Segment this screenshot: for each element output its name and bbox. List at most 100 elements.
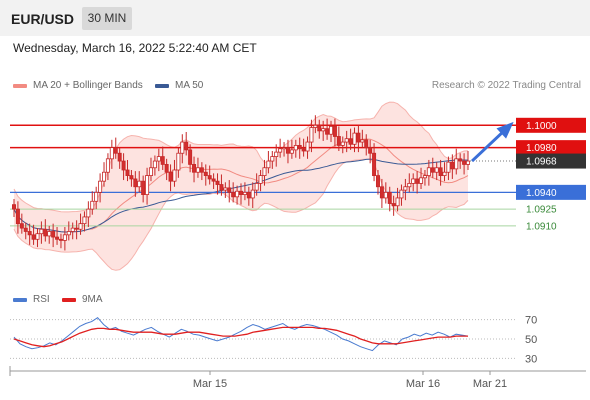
candle-up (242, 191, 247, 195)
rsi-tick-50: 50 (525, 334, 537, 346)
candle-down (231, 191, 236, 198)
legend-ma50: MA 50 (155, 80, 203, 91)
candle-up (195, 167, 200, 173)
candle-down (336, 136, 341, 146)
candle-down (317, 124, 322, 132)
header-bar: EUR/USD 30 MIN (0, 0, 590, 36)
candle-down (184, 141, 189, 151)
x-tick-label-1: Mar 16 (406, 378, 440, 390)
forecast-arrow-head (496, 121, 514, 139)
rsi-tick-30: 30 (525, 353, 537, 365)
candle-up (293, 145, 298, 151)
candle-up (360, 139, 365, 143)
candle-up (454, 158, 459, 170)
support-tag-text-1-0940: 1.0940 (526, 188, 557, 199)
candle-down (207, 175, 212, 180)
candle-up (352, 132, 357, 145)
candle-down (121, 160, 126, 171)
resistance-tag-1-0980 (516, 140, 586, 156)
legend-9ma: 9MA (62, 294, 103, 305)
candle-up (395, 197, 400, 207)
resistance-tag-text-1-0980: 1.0980 (526, 143, 557, 154)
candle-down (458, 158, 463, 162)
candle-down (58, 238, 63, 241)
candle-up (262, 167, 267, 176)
candle-up (223, 187, 228, 191)
candle-up (66, 231, 71, 236)
candle-up (39, 228, 44, 235)
candle-up (434, 167, 439, 173)
candle-up (62, 234, 67, 241)
legend-ma50-label: MA 50 (175, 80, 204, 91)
candle-up (278, 148, 283, 153)
candle-down (55, 236, 60, 240)
candle-down (391, 203, 396, 207)
candle-up (148, 167, 153, 176)
candle-up (411, 178, 416, 184)
candle-up (109, 147, 114, 160)
candle-down (11, 204, 16, 210)
candle-up (90, 200, 95, 210)
candle-up (329, 126, 334, 135)
resistance-tag-1-1000 (516, 117, 586, 133)
current-price-tag (516, 153, 586, 169)
candle-down (31, 234, 36, 240)
current-price-text: 1.0968 (526, 157, 557, 168)
candle-down (450, 161, 455, 170)
legend-ma20: MA 20 + Bollinger Bands (13, 80, 143, 91)
candle-up (309, 127, 314, 143)
rsi-line (13, 317, 469, 352)
candle-down (188, 149, 193, 165)
candle-up (176, 152, 181, 171)
legend-rsi: RSI (13, 294, 50, 305)
candle-up (258, 175, 263, 184)
candle-up (180, 141, 185, 154)
candle-down (238, 190, 243, 195)
candle-up (78, 223, 83, 230)
target-label-1-0925: 1.0925 (526, 205, 557, 216)
candle-up (172, 169, 177, 182)
candle-down (129, 175, 134, 180)
legend-9ma-label: 9MA (82, 294, 103, 305)
candle-up (407, 183, 412, 188)
candle-down (372, 152, 377, 176)
candle-down (117, 152, 122, 162)
candle-down (356, 132, 361, 143)
candle-down (368, 147, 373, 154)
candle-down (387, 191, 392, 204)
rsi-tick-70: 70 (525, 315, 537, 327)
candle-down (164, 164, 169, 173)
9ma-swatch (62, 297, 76, 302)
symbol-label: EUR/USD (11, 11, 75, 27)
target-label-1-0910: 1.0910 (526, 221, 557, 232)
candle-down (325, 128, 330, 135)
candle-up (340, 141, 345, 146)
candle-down (438, 167, 443, 176)
candle-up (137, 180, 142, 188)
candle-up (403, 186, 408, 191)
ma50-swatch (155, 83, 169, 88)
candle-down (332, 126, 337, 137)
candle-up (399, 189, 404, 199)
rsi-swatch (13, 297, 27, 302)
candle-down (462, 160, 467, 165)
candle-up (446, 161, 451, 173)
candle-down (211, 178, 216, 182)
candle-up (321, 128, 326, 132)
timeframe-badge[interactable]: 30 MIN (82, 7, 132, 30)
candle-up (383, 191, 388, 199)
candle-down (215, 180, 220, 185)
candle-down (113, 147, 118, 154)
datetime-label: Wednesday, March 16, 2022 5:22:40 AM CET (13, 41, 257, 55)
legend-rsi-label: RSI (33, 294, 50, 305)
candle-up (35, 233, 40, 240)
candle-down (23, 227, 28, 232)
candle-up (419, 177, 424, 184)
candle-down (348, 138, 353, 145)
candle-down (379, 186, 384, 199)
candle-up (86, 208, 91, 218)
candle-down (203, 171, 208, 176)
candle-down (415, 178, 420, 184)
candle-up (98, 180, 103, 193)
